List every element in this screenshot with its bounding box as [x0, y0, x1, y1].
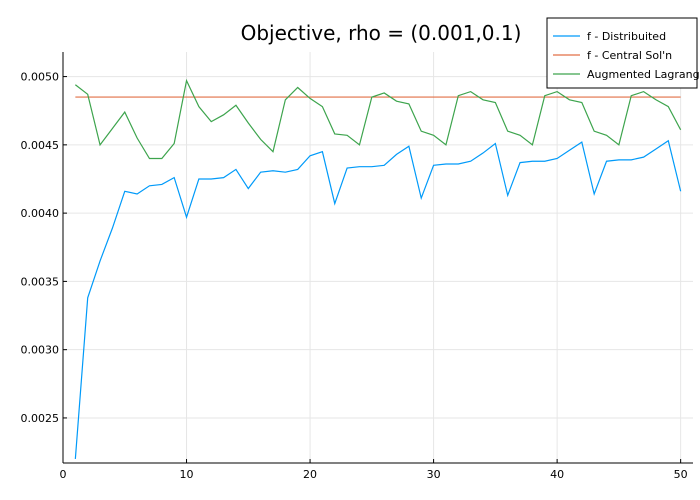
x-tick-label: 40: [550, 468, 564, 481]
y-tick-label: 0.0035: [21, 275, 60, 288]
chart-title: Objective, rho = (0.001,0.1): [241, 21, 522, 45]
axes: [62, 52, 693, 464]
y-tick-label: 0.0045: [21, 139, 60, 152]
grid: [62, 52, 693, 463]
series-line-1: [74, 139, 682, 459]
y-tick-label: 0.0030: [21, 344, 60, 357]
legend: f - Distribuited f - Central Sol'n Augment…: [546, 17, 700, 89]
legend-label: f - Distribuited: [587, 30, 666, 43]
x-tick-label: 10: [180, 468, 194, 481]
legend-box: [546, 17, 698, 89]
series-line-3: [74, 78, 682, 160]
x-tick-label: 20: [303, 468, 317, 481]
y-tick-label: 0.0050: [21, 71, 60, 84]
y-tick-label: 0.0025: [21, 412, 60, 425]
legend-label: f - Central Sol'n: [587, 49, 672, 62]
x-tick-label: 0: [60, 468, 67, 481]
series: [74, 78, 682, 459]
tick-labels: 0 10 20 30 40 50 0.0025 0.0030 0.0035 0.0040 0.004…: [21, 71, 688, 481]
x-tick-label: 30: [427, 468, 441, 481]
legend-label: Augmented Lagrange: [587, 68, 700, 81]
x-tick-label: 50: [674, 468, 688, 481]
y-tick-label: 0.0040: [21, 207, 60, 220]
